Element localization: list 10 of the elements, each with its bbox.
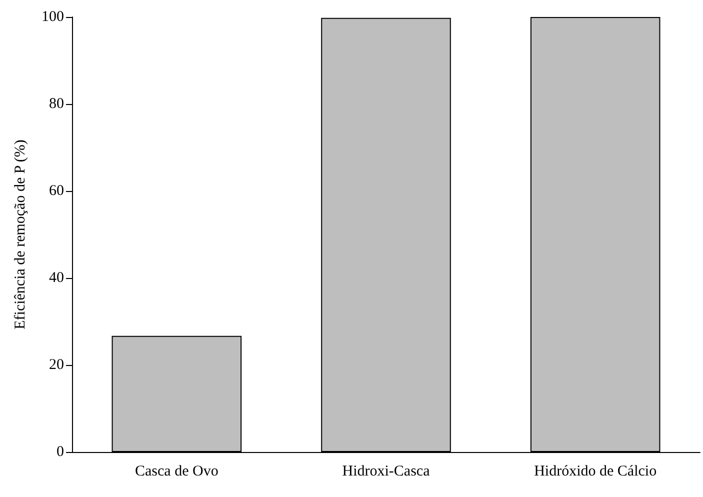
- x-tick-label: Hidroxi-Casca: [342, 464, 430, 480]
- y-tick-label: 100: [42, 9, 64, 25]
- y-tick-label: 0: [56, 444, 64, 460]
- y-tick-label: 40: [49, 270, 64, 286]
- y-tick-label: 20: [49, 357, 64, 373]
- y-axis-title: Eficiência de remoção de P (%): [12, 140, 28, 330]
- y-tick-label: 80: [49, 96, 64, 112]
- y-tick-label: 60: [49, 183, 64, 199]
- x-tick-label: Casca de Ovo: [135, 464, 218, 480]
- x-tick-label: Hidróxido de Cálcio: [534, 464, 657, 480]
